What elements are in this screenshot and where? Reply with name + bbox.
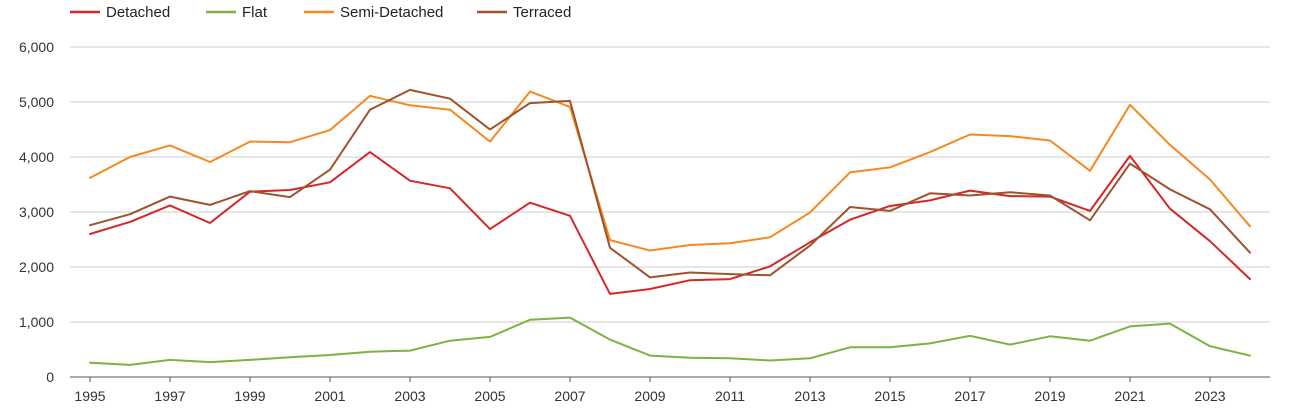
x-axis: 1995 1997 1999 2001 2003 2005 2007 2009 2011 2013… — [74, 377, 1226, 404]
x-tick-label: 2023 — [1194, 388, 1225, 404]
series-line-flat — [89, 316, 1251, 366]
legend-item-flat[interactable]: Flat — [206, 4, 268, 21]
y-tick-label: 4,000 — [19, 149, 54, 165]
y-axis: 0 1,000 2,000 3,000 4,000 5,000 6,000 — [19, 39, 54, 385]
x-tick-label: 2009 — [634, 388, 665, 404]
x-tick-label: 1997 — [154, 388, 185, 404]
x-tick-label: 2011 — [715, 388, 745, 404]
x-tick-label: 2007 — [554, 388, 585, 404]
series-lines — [89, 88, 1251, 366]
x-tick-label: 2003 — [394, 388, 425, 404]
legend-item-terraced[interactable]: Terraced — [477, 4, 571, 21]
legend: Detached Flat Semi-Detached Terraced — [70, 4, 571, 21]
x-tick-label: 1999 — [234, 388, 265, 404]
y-tick-label: 5,000 — [19, 94, 54, 110]
legend-item-semi-detached[interactable]: Semi-Detached — [304, 4, 443, 21]
series-line-detached — [89, 151, 1251, 295]
x-tick-label: 2015 — [874, 388, 905, 404]
x-tick-label: 2001 — [314, 388, 345, 404]
series-line-semi-detached — [89, 90, 1251, 252]
y-tick-label: 3,000 — [19, 204, 54, 220]
y-tick-label: 0 — [46, 369, 54, 385]
x-tick-label: 2021 — [1114, 388, 1145, 404]
x-tick-label: 2019 — [1034, 388, 1065, 404]
x-tick-label: 1995 — [74, 388, 105, 404]
legend-item-detached[interactable]: Detached — [70, 4, 170, 21]
y-tick-label: 1,000 — [19, 314, 54, 330]
x-tick-label: 2017 — [954, 388, 985, 404]
gridlines — [70, 46, 1270, 378]
legend-label: Flat — [242, 4, 268, 21]
y-tick-label: 2,000 — [19, 259, 54, 275]
legend-label: Detached — [106, 4, 170, 21]
x-tick-label: 2013 — [794, 388, 825, 404]
legend-label: Terraced — [513, 4, 571, 21]
legend-label: Semi-Detached — [340, 4, 443, 21]
series-line-terraced — [89, 88, 1251, 279]
x-tick-label: 2005 — [474, 388, 505, 404]
y-tick-label: 6,000 — [19, 39, 54, 55]
